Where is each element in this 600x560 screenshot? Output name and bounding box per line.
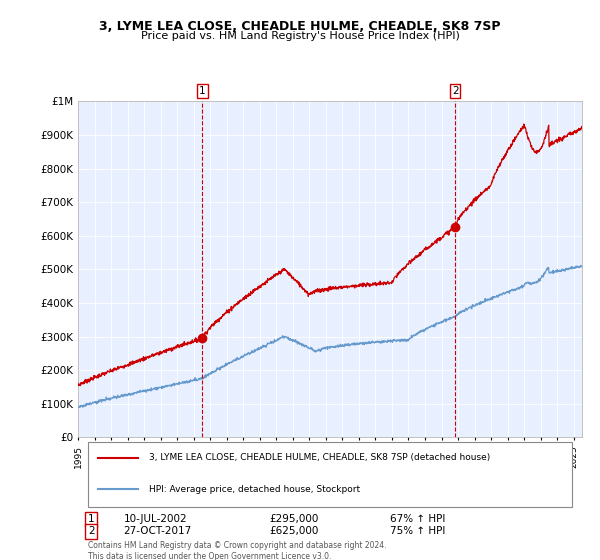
FancyBboxPatch shape <box>88 442 572 507</box>
Text: 67% ↑ HPI: 67% ↑ HPI <box>391 514 446 524</box>
Text: 75% ↑ HPI: 75% ↑ HPI <box>391 526 446 536</box>
Text: 2: 2 <box>88 526 95 536</box>
Text: Price paid vs. HM Land Registry's House Price Index (HPI): Price paid vs. HM Land Registry's House … <box>140 31 460 41</box>
Text: 10-JUL-2002: 10-JUL-2002 <box>124 514 187 524</box>
Text: £625,000: £625,000 <box>269 526 319 536</box>
Text: Contains HM Land Registry data © Crown copyright and database right 2024.
This d: Contains HM Land Registry data © Crown c… <box>88 542 386 560</box>
Text: 27-OCT-2017: 27-OCT-2017 <box>124 526 191 536</box>
Text: HPI: Average price, detached house, Stockport: HPI: Average price, detached house, Stoc… <box>149 484 359 493</box>
Text: £295,000: £295,000 <box>269 514 319 524</box>
Text: 3, LYME LEA CLOSE, CHEADLE HULME, CHEADLE, SK8 7SP: 3, LYME LEA CLOSE, CHEADLE HULME, CHEADL… <box>99 20 501 32</box>
Text: 3, LYME LEA CLOSE, CHEADLE HULME, CHEADLE, SK8 7SP (detached house): 3, LYME LEA CLOSE, CHEADLE HULME, CHEADL… <box>149 454 490 463</box>
Text: 1: 1 <box>199 86 206 96</box>
Text: 1: 1 <box>88 514 95 524</box>
Text: 2: 2 <box>452 86 458 96</box>
